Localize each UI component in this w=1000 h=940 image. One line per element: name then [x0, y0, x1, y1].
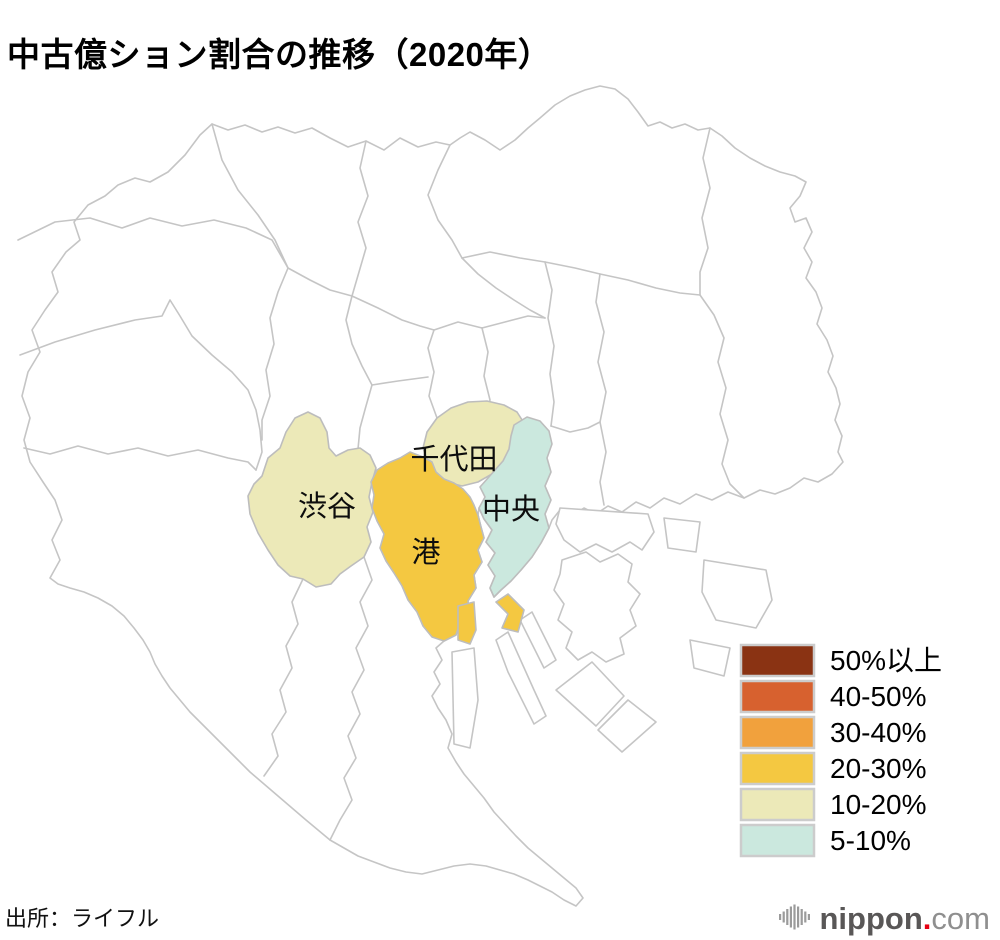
island	[663, 517, 701, 553]
ward-labels: 渋谷 千代田 港 中央	[298, 444, 540, 569]
legend-swatch	[739, 679, 816, 714]
island	[597, 699, 657, 753]
boundary-line	[19, 299, 263, 471]
ward-minato-island	[495, 593, 525, 633]
boundary-line	[263, 578, 304, 777]
island	[555, 507, 655, 553]
ward-label-minato: 港	[411, 536, 440, 569]
boundary-line	[461, 251, 701, 296]
island	[701, 559, 773, 629]
source-note: 出所：ライフル	[5, 906, 160, 931]
island	[451, 647, 479, 749]
island	[495, 631, 547, 725]
boundary-line	[345, 295, 373, 386]
boundary-line	[427, 144, 463, 259]
boundary-line	[699, 127, 711, 296]
boundary-line	[351, 140, 369, 297]
boundary-line	[261, 267, 289, 441]
page-title: 中古億ション割合の推移（2020年）	[7, 36, 552, 74]
island	[553, 551, 641, 663]
legend: 50%以上 40-50% 30-40% 20-30% 10-20% 5-10%	[739, 643, 942, 858]
soundwave-bars-icon	[778, 904, 810, 930]
boundary-line	[371, 376, 429, 386]
highlighted-wards	[247, 400, 553, 645]
boundary-line	[427, 329, 438, 419]
ward-chuo	[478, 416, 553, 598]
ward-label-chiyoda: 千代田	[410, 444, 497, 476]
logo-tld-text: com	[931, 901, 990, 936]
boundary-line	[357, 384, 373, 450]
legend-swatch	[739, 751, 816, 786]
boundary-line	[433, 321, 483, 331]
nippon-com-logo: nippon. com	[778, 898, 990, 936]
legend-swatch	[739, 643, 816, 678]
boundary-line	[23, 445, 257, 471]
island	[555, 661, 625, 727]
ward-minato	[370, 451, 485, 642]
legend-label: 40-50%	[830, 681, 927, 712]
boundary-line	[550, 421, 601, 433]
ward-minato-island	[457, 601, 477, 645]
bay-islands	[451, 507, 773, 753]
logo-dot: .	[922, 901, 932, 936]
boundary-line	[699, 294, 745, 499]
boundary-line	[544, 261, 555, 427]
legend-swatch	[739, 787, 816, 822]
boundary-line	[17, 217, 289, 269]
island	[689, 639, 731, 677]
boundary-line	[329, 556, 373, 841]
boundary-line	[287, 267, 353, 297]
ward-label-shibuya: 渋谷	[298, 490, 356, 523]
legend-label: 5-10%	[830, 825, 911, 856]
legend-swatch	[739, 715, 816, 750]
logo-brand-text: nippon	[819, 901, 923, 936]
ward-boundary-lines	[17, 123, 745, 841]
legend-label: 10-20%	[830, 789, 927, 820]
boundary-line	[351, 295, 435, 331]
boundary-line	[211, 123, 289, 269]
legend-label: 20-30%	[830, 753, 927, 784]
legend-swatch	[739, 823, 816, 858]
ward-label-chuo: 中央	[482, 493, 540, 526]
boundary-line	[461, 257, 546, 319]
legend-label: 30-40%	[830, 717, 927, 748]
island	[519, 611, 557, 669]
boundary-line	[595, 273, 607, 506]
boundary-line	[481, 315, 546, 329]
legend-label: 50%以上	[830, 645, 942, 676]
